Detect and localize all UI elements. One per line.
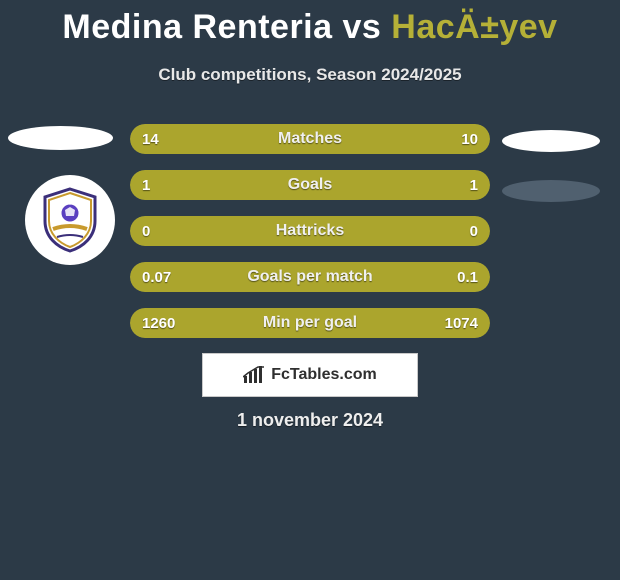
player2-oval-bottom xyxy=(502,180,600,202)
player1-oval-top xyxy=(8,126,113,150)
stat-label: Hattricks xyxy=(130,216,490,246)
source-brand: FcTables.com xyxy=(271,366,377,384)
vs-label: vs xyxy=(342,8,381,46)
date-label: 1 november 2024 xyxy=(0,410,620,431)
player1-name: Medina Renteria xyxy=(62,8,332,46)
player2-name: HacÄ±yev xyxy=(391,8,557,46)
stat-label: Matches xyxy=(130,124,490,154)
player2-oval-top xyxy=(502,130,600,152)
stat-label: Goals xyxy=(130,170,490,200)
subtitle: Club competitions, Season 2024/2025 xyxy=(0,65,620,85)
stat-row: 0.070.1Goals per match xyxy=(130,262,490,292)
stat-row: 11Goals xyxy=(130,170,490,200)
player1-club-crest xyxy=(25,175,115,265)
stat-row: 12601074Min per goal xyxy=(130,308,490,338)
stat-label: Min per goal xyxy=(130,308,490,338)
shield-icon xyxy=(41,187,99,253)
page-title: Medina Renteria vs HacÄ±yev xyxy=(0,0,620,47)
comparison-card: Medina Renteria vs HacÄ±yev Club competi… xyxy=(0,0,620,580)
stat-row: 1410Matches xyxy=(130,124,490,154)
stat-label: Goals per match xyxy=(130,262,490,292)
stat-row: 00Hattricks xyxy=(130,216,490,246)
source-badge: FcTables.com xyxy=(202,353,418,397)
bar-chart-icon xyxy=(243,366,265,384)
stats-table: 1410Matches 11Goals 00Hattricks 0.070.1Goal… xyxy=(130,124,490,354)
